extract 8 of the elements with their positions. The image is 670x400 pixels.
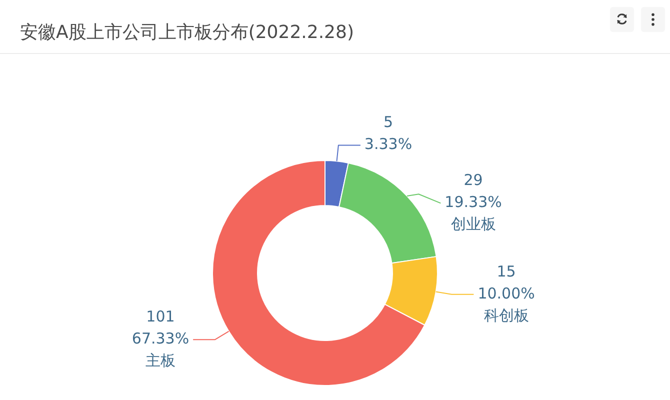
- data-label: 101 67.33%: [132, 307, 190, 348]
- data-label: 5 3.33%: [364, 113, 412, 154]
- slice-label: 创业板: [450, 215, 496, 234]
- slice-label: 主板: [145, 351, 176, 370]
- data-label: 15 10.00%: [478, 262, 535, 302]
- data-label: 29 19.33%: [444, 171, 502, 212]
- chart-title: 安徽A股上市公司上市板分布(2022.2.28): [20, 22, 354, 44]
- slice-label: 科创板: [484, 306, 529, 324]
